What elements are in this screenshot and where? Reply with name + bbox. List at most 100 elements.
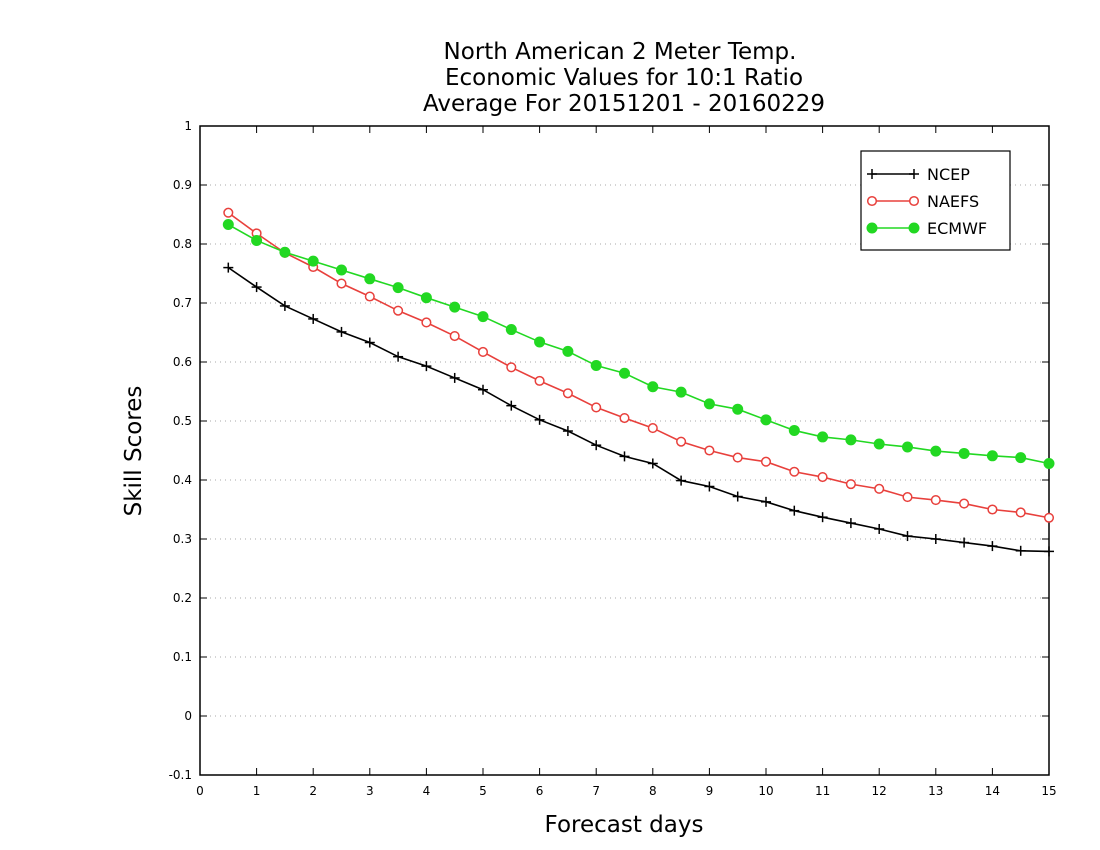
y-tick-label: 0.4	[173, 473, 192, 487]
naefs-point	[1043, 512, 1055, 523]
chart-title-line-2: Economic Values for 10:1 Ratio	[445, 65, 803, 91]
ecmwf-point	[222, 219, 234, 231]
legend-marker	[908, 222, 920, 234]
ecmwf-point	[732, 403, 744, 415]
ecmwf-point	[986, 450, 998, 462]
y-tick-label: 0.1	[173, 650, 192, 664]
ncep-point	[251, 282, 262, 293]
ecmwf-point	[307, 255, 319, 267]
x-tick-label: 9	[706, 784, 714, 798]
x-tick-label: 10	[758, 784, 773, 798]
naefs-line	[227, 212, 1050, 519]
y-tick-label: 0.8	[173, 237, 192, 251]
x-tick-label: 6	[536, 784, 544, 798]
naefs-point	[817, 472, 828, 483]
ncep-point	[647, 458, 658, 469]
ncep-point	[959, 537, 970, 548]
ncep-point	[874, 523, 885, 534]
legend-marker	[866, 195, 878, 207]
ncep-point	[393, 351, 404, 362]
ecmwf-point	[336, 264, 347, 276]
chart-title-line-1: North American 2 Meter Temp.	[444, 39, 797, 65]
legend-marker	[909, 169, 919, 179]
x-tick-label: 0	[196, 784, 204, 798]
naefs-point	[223, 207, 234, 218]
x-axis-ticks: 0 1 2 3 4 5 6 7 8 9 10 11 12 13 14 15	[196, 126, 1057, 798]
legend-label-naefs: NAEFS	[927, 192, 979, 211]
ncep-point	[534, 414, 545, 425]
ecmwf-point	[420, 292, 432, 304]
legend-label-ncep: NCEP	[927, 165, 970, 184]
ecmwf-point	[845, 434, 857, 446]
ecmwf-point	[251, 234, 263, 246]
naefs-point	[393, 305, 404, 316]
legend-item-ecmwf: ECMWF	[866, 219, 987, 238]
naefs-point	[760, 456, 772, 467]
ncep-point	[279, 300, 290, 311]
ncep-point	[817, 512, 828, 523]
ncep-point	[562, 426, 573, 437]
x-tick-label: 4	[423, 784, 431, 798]
ecmwf-point	[562, 345, 574, 357]
x-tick-label: 2	[309, 784, 317, 798]
plot-frame	[199, 125, 1050, 776]
ncep-point	[223, 262, 234, 273]
ecmwf-point	[675, 386, 687, 398]
legend-item-naefs: NAEFS	[866, 192, 979, 211]
ncep-point	[732, 491, 743, 502]
chart-title-line-3: Average For 20151201 - 20160229	[423, 91, 825, 117]
ncep-point	[449, 372, 460, 383]
y-tick-label: 0.9	[173, 178, 192, 192]
ncep-point	[761, 496, 771, 507]
ecmwf-point	[534, 336, 546, 348]
ecmwf-point	[392, 282, 404, 294]
ecmwf-point	[930, 445, 942, 457]
naefs-point	[874, 483, 885, 494]
naefs-point	[336, 278, 347, 289]
ncep-point	[591, 440, 602, 451]
ecmwf-point	[1015, 452, 1027, 464]
gridlines	[200, 184, 1049, 717]
ecmwf-point	[590, 360, 602, 372]
ecmwf-point	[902, 441, 913, 453]
ecmwf-point	[647, 381, 659, 393]
ncep-point	[1044, 546, 1054, 557]
ecmwf-point	[788, 424, 800, 436]
ncep-point	[478, 384, 488, 395]
naefs-point	[619, 413, 630, 424]
legend-label-ecmwf: ECMWF	[927, 219, 987, 238]
legend: NCEP NAEFS ECMWF	[860, 150, 1011, 251]
ncep-point	[421, 361, 432, 372]
ecmwf-point	[449, 301, 461, 313]
ncep-point	[336, 326, 347, 337]
naefs-point	[987, 504, 998, 515]
y-tick-label: 1	[184, 119, 192, 133]
x-tick-label: 7	[592, 784, 600, 798]
x-tick-label: 12	[872, 784, 887, 798]
ecmwf-point	[817, 431, 829, 443]
x-tick-label: 11	[815, 784, 830, 798]
ncep-line	[227, 266, 1050, 553]
ecmwf-point	[279, 246, 291, 258]
naefs-point	[845, 479, 856, 490]
naefs-point	[704, 445, 715, 456]
series-layer	[222, 207, 1055, 557]
ncep-point	[987, 541, 998, 552]
x-tick-label: 14	[985, 784, 1000, 798]
naefs-point	[959, 498, 970, 509]
ecmwf-point	[477, 311, 489, 323]
ncep-point	[789, 505, 800, 516]
naefs-point	[506, 362, 517, 373]
naefs-point	[676, 436, 687, 447]
naefs-point	[449, 330, 460, 342]
ncep-point	[1015, 545, 1026, 556]
y-axis-label: Skill Scores	[121, 386, 147, 517]
naefs-point	[902, 492, 913, 503]
x-tick-label: 8	[649, 784, 657, 798]
y-tick-label: -0.1	[169, 768, 192, 782]
ecmwf-point	[958, 447, 970, 459]
ncep-point	[930, 534, 941, 544]
y-tick-label: 0.6	[173, 355, 192, 369]
series-ecmwf	[222, 219, 1055, 469]
